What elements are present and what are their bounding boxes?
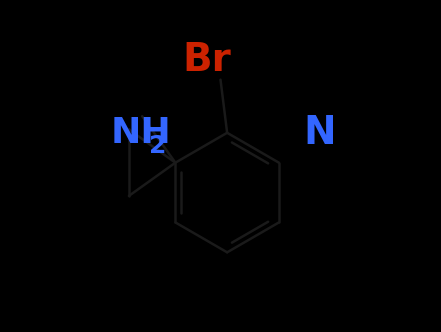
Text: Br: Br: [183, 41, 232, 79]
Text: N: N: [304, 114, 336, 152]
Text: 2: 2: [149, 134, 167, 158]
Text: NH: NH: [111, 116, 172, 150]
